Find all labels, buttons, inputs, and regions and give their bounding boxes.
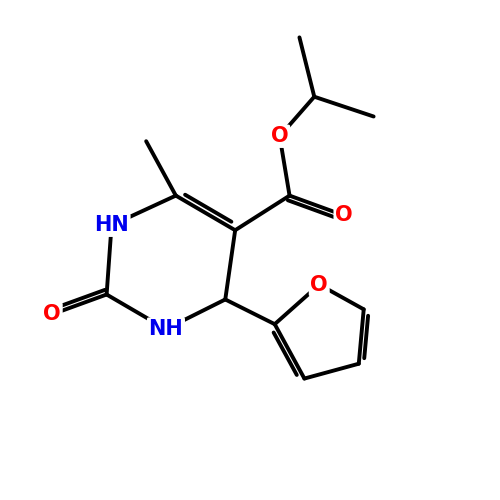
Text: NH: NH [148, 319, 184, 339]
Text: O: O [44, 304, 61, 324]
Text: O: O [310, 274, 328, 294]
Text: HN: HN [94, 216, 129, 236]
Text: O: O [335, 206, 353, 226]
Text: O: O [271, 126, 288, 146]
